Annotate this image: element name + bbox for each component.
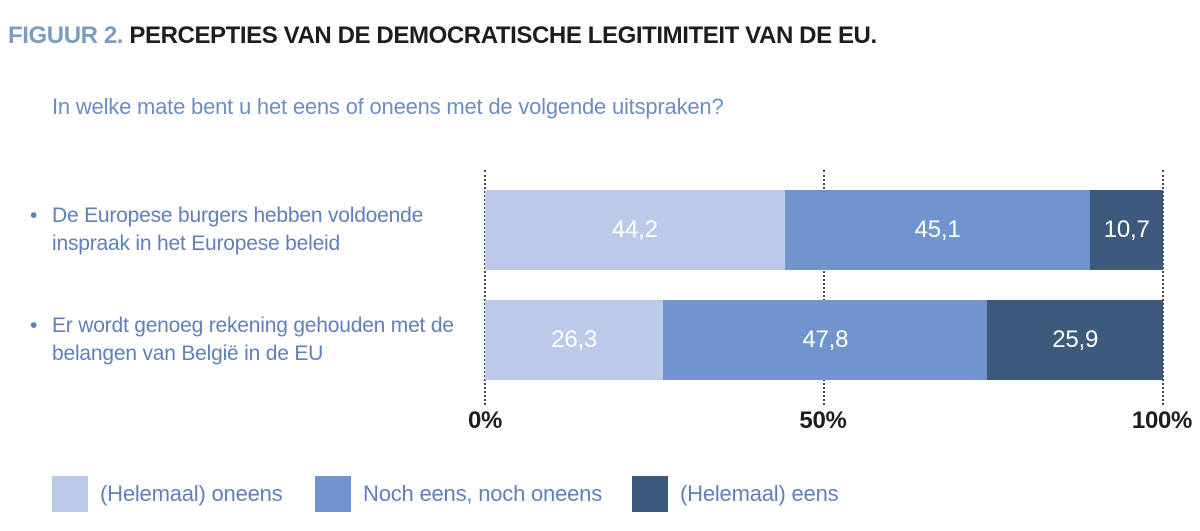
bar-segment-eens: 10,7 — [1090, 190, 1163, 270]
bullet-icon: • — [30, 313, 38, 337]
legend-item-eens: (Helemaal) eens — [632, 475, 839, 512]
figure-title: FIGUUR 2. PERCEPTIES VAN DE DEMOCRATISCH… — [8, 22, 877, 50]
bar-segment-oneens: 26,3 — [485, 300, 664, 380]
gridline-50pct — [823, 170, 825, 405]
legend-label: (Helemaal) oneens — [100, 480, 283, 506]
bar-segment-neutraal: 47,8 — [663, 300, 988, 380]
legend-swatch-neutraal — [315, 475, 351, 512]
legend-label: (Helemaal) eens — [680, 480, 839, 506]
survey-question: In welke mate bent u het eens of oneens … — [52, 94, 724, 119]
category-text: De Europese burgers hebben voldoende ins… — [52, 203, 424, 255]
figure-title-text: PERCEPTIES VAN DE DEMOCRATISCHE LEGITIMI… — [129, 22, 877, 49]
legend-item-oneens: (Helemaal) oneens — [52, 475, 283, 512]
legend-swatch-eens — [632, 475, 668, 512]
bullet-icon: • — [30, 203, 38, 227]
category-label-row2: • Er wordt genoeg rekening gehouden met … — [30, 300, 470, 380]
stacked-bar-row2: 26,3 47,8 25,9 — [485, 300, 1163, 380]
x-axis-tick-50: 50% — [799, 407, 847, 434]
legend-item-neutraal: Noch eens, noch oneens — [315, 475, 602, 512]
stacked-bar-row1: 44,2 45,1 10,7 — [485, 190, 1163, 270]
gridline-100pct — [1162, 170, 1164, 405]
legend-swatch-oneens — [52, 475, 88, 512]
gridline-0pct — [484, 170, 486, 405]
bar-segment-neutraal: 45,1 — [784, 190, 1091, 270]
category-text: Er wordt genoeg rekening gehouden met de… — [52, 313, 454, 365]
bar-segment-oneens: 44,2 — [485, 190, 785, 270]
figure-number-label: FIGUUR 2. — [8, 22, 124, 49]
x-axis-tick-0: 0% — [467, 407, 503, 434]
x-axis-tick-100: 100% — [1131, 407, 1193, 434]
bar-segment-eens: 25,9 — [987, 300, 1163, 380]
legend-label: Noch eens, noch oneens — [363, 480, 602, 506]
category-label-row1: • De Europese burgers hebben voldoende i… — [30, 190, 470, 270]
